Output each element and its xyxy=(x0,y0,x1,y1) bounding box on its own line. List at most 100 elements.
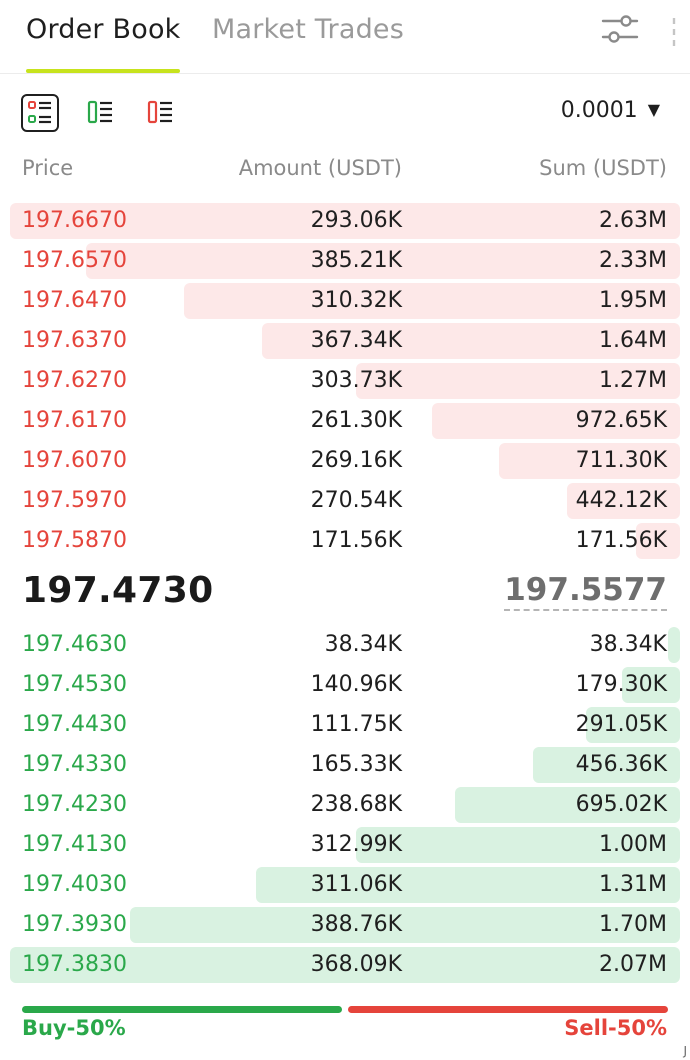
bid-row[interactable]: 197.3830 368.09K 2.07M xyxy=(0,945,690,985)
ask-sum: 711.30K xyxy=(575,448,667,473)
bid-depth-bar xyxy=(256,867,680,903)
ask-row[interactable]: 197.6670 293.06K 2.63M xyxy=(0,201,690,241)
sliders-icon[interactable] xyxy=(600,12,640,46)
view-buy-button[interactable] xyxy=(84,94,122,132)
precision-dropdown[interactable]: 0.0001 ▼ xyxy=(561,98,660,123)
bid-sum: 456.36K xyxy=(575,752,667,777)
ask-amount: 171.56K xyxy=(310,528,402,553)
last-price: 197.4730 xyxy=(22,570,214,611)
ask-sum: 1.27M xyxy=(599,368,667,393)
ask-amount: 270.54K xyxy=(310,488,402,513)
ask-depth-bar xyxy=(499,443,680,479)
bid-sum: 695.02K xyxy=(575,792,667,817)
ask-amount: 367.34K xyxy=(310,328,402,353)
bid-depth-bar xyxy=(356,827,680,863)
bid-price: 197.3830 xyxy=(22,952,127,977)
bid-price: 197.4630 xyxy=(22,632,127,657)
ask-amount: 293.06K xyxy=(310,208,402,233)
bid-amount: 311.06K xyxy=(310,872,402,897)
order-book-sell-icon xyxy=(147,100,172,124)
tab-bar: Order Book Market Trades xyxy=(0,0,690,74)
ask-depth-bar xyxy=(262,323,680,359)
ask-sum: 1.64M xyxy=(599,328,667,353)
ask-price: 197.6170 xyxy=(22,408,127,433)
order-book-buy-icon xyxy=(87,100,112,124)
ask-price: 197.5970 xyxy=(22,488,127,513)
ask-sum: 442.12K xyxy=(575,488,667,513)
bid-sum: 38.34K xyxy=(589,632,667,657)
column-header-price: Price xyxy=(22,156,74,180)
bid-sum: 2.07M xyxy=(599,952,667,977)
ask-price: 197.6470 xyxy=(22,288,127,313)
precision-value: 0.0001 xyxy=(560,98,638,123)
sell-ratio-bar xyxy=(348,1006,668,1013)
bid-depth-bar xyxy=(668,627,680,663)
bid-depth-bar xyxy=(10,947,680,983)
more-vertical-icon[interactable] xyxy=(668,14,680,50)
bid-amount: 238.68K xyxy=(310,792,402,817)
bid-row[interactable]: 197.4530 140.96K 179.30K xyxy=(0,665,690,705)
ask-amount: 310.32K xyxy=(310,288,402,313)
bid-price: 197.4230 xyxy=(22,792,127,817)
bid-price: 197.4430 xyxy=(22,712,127,737)
ask-depth-bar xyxy=(10,203,680,239)
bid-row[interactable]: 197.4330 165.33K 456.36K xyxy=(0,745,690,785)
bid-depth-bar xyxy=(130,907,680,943)
view-sell-button[interactable] xyxy=(144,94,182,132)
ask-sum: 972.65K xyxy=(575,408,667,433)
ask-row[interactable]: 197.6370 367.34K 1.64M xyxy=(0,321,690,361)
ask-sum: 1.95M xyxy=(599,288,667,313)
ask-price: 197.6070 xyxy=(22,448,127,473)
ask-row[interactable]: 197.6270 303.73K 1.27M xyxy=(0,361,690,401)
column-header-sum: Sum (USDT) xyxy=(539,156,667,180)
ask-sum: 171.56K xyxy=(575,528,667,553)
caret-down-icon: ▼ xyxy=(647,100,660,119)
bid-sum: 1.70M xyxy=(599,912,667,937)
ask-row[interactable]: 197.5870 171.56K 171.56K xyxy=(0,521,690,561)
order-book-both-icon xyxy=(28,101,51,124)
mark-price[interactable]: 197.5577 xyxy=(504,572,667,611)
ask-row[interactable]: 197.6070 269.16K 711.30K xyxy=(0,441,690,481)
ask-sum: 2.33M xyxy=(599,248,667,273)
tab-market-trades[interactable]: Market Trades xyxy=(212,14,404,45)
bid-row[interactable]: 197.4030 311.06K 1.31M xyxy=(0,865,690,905)
order-book-toolbar: 0.0001 ▼ xyxy=(0,94,690,134)
bid-amount: 388.76K xyxy=(310,912,402,937)
view-both-button[interactable] xyxy=(21,94,59,132)
bid-row[interactable]: 197.4430 111.75K 291.05K xyxy=(0,705,690,745)
ask-row[interactable]: 197.6170 261.30K 972.65K xyxy=(0,401,690,441)
bid-amount: 368.09K xyxy=(310,952,402,977)
ask-depth-bar xyxy=(432,403,680,439)
corner-glyph: J xyxy=(683,1044,687,1058)
ask-amount: 385.21K xyxy=(310,248,402,273)
bid-depth-bar xyxy=(455,787,680,823)
bid-row[interactable]: 197.4130 312.99K 1.00M xyxy=(0,825,690,865)
bid-sum: 179.30K xyxy=(575,672,667,697)
ask-depth-bar xyxy=(356,363,680,399)
buy-ratio-bar xyxy=(22,1006,342,1013)
mid-price-row: 197.4730 197.5577 xyxy=(0,570,690,618)
bid-row[interactable]: 197.3930 388.76K 1.70M xyxy=(0,905,690,945)
bid-depth-bar xyxy=(622,667,680,703)
bid-row[interactable]: 197.4630 38.34K 38.34K xyxy=(0,625,690,665)
bid-row[interactable]: 197.4230 238.68K 695.02K xyxy=(0,785,690,825)
ask-depth-bar xyxy=(567,483,680,519)
ask-sum: 2.63M xyxy=(599,208,667,233)
bid-depth-bar xyxy=(533,747,680,783)
bid-sum: 1.31M xyxy=(599,872,667,897)
ask-row[interactable]: 197.6470 310.32K 1.95M xyxy=(0,281,690,321)
ask-amount: 261.30K xyxy=(310,408,402,433)
tab-order-book[interactable]: Order Book xyxy=(26,14,181,45)
ask-amount: 269.16K xyxy=(310,448,402,473)
bid-price: 197.4330 xyxy=(22,752,127,777)
bid-sum: 291.05K xyxy=(575,712,667,737)
bid-amount: 140.96K xyxy=(310,672,402,697)
buy-ratio-label: Buy-50% xyxy=(22,1016,126,1040)
ask-price: 197.5870 xyxy=(22,528,127,553)
ask-row[interactable]: 197.5970 270.54K 442.12K xyxy=(0,481,690,521)
ask-row[interactable]: 197.6570 385.21K 2.33M xyxy=(0,241,690,281)
bid-price: 197.4530 xyxy=(22,672,127,697)
ask-depth-bar xyxy=(86,243,680,279)
ask-price: 197.6270 xyxy=(22,368,127,393)
bid-depth-bar xyxy=(586,707,680,743)
